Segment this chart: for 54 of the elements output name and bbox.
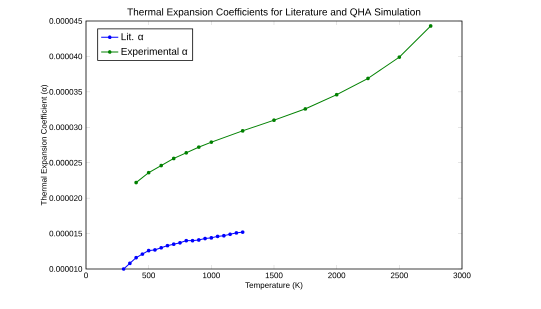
point — [240, 230, 244, 234]
x-tick-label: 1500 — [266, 272, 283, 278]
x-tick-label: 1000 — [203, 272, 220, 278]
y-tick-label: 0.000025 — [49, 160, 82, 166]
point — [184, 238, 188, 242]
y-tick-label: 0.000045 — [49, 18, 82, 24]
point — [172, 156, 176, 160]
x-tick-label: 2500 — [390, 272, 408, 278]
point — [210, 236, 214, 240]
y-tick-label: 0.000010 — [49, 266, 82, 272]
point — [146, 248, 150, 252]
point — [272, 118, 276, 122]
legend-label: Experimental α — [122, 48, 188, 57]
point — [153, 248, 157, 252]
point — [197, 238, 201, 242]
point — [334, 92, 338, 96]
point — [146, 170, 150, 174]
point — [134, 256, 138, 260]
point — [398, 55, 402, 59]
point — [172, 242, 176, 246]
point — [366, 76, 370, 80]
point — [304, 107, 308, 111]
x-tick-label: 3000 — [453, 272, 471, 278]
point — [159, 164, 164, 168]
point — [216, 234, 220, 238]
point — [190, 238, 194, 242]
point — [134, 180, 138, 184]
point — [140, 252, 144, 256]
point — [240, 129, 244, 133]
y-tick-label: 0.000030 — [49, 124, 82, 130]
y-axis-title: Thermal Expansion Coefficient (α) — [40, 85, 48, 206]
y-tick-label: 0.000015 — [49, 230, 82, 236]
point — [203, 236, 207, 240]
point — [128, 262, 132, 266]
chart-title: Thermal Expansion Coefficients for Literature and QHA Simulation — [127, 8, 420, 18]
point — [210, 140, 214, 144]
point — [184, 150, 188, 155]
y-tick-label: 0.000020 — [49, 195, 82, 201]
y-tick-label: 0.000035 — [49, 89, 82, 95]
x-axis-title: Temperature (K) — [245, 282, 302, 290]
x-tick-label: 2000 — [328, 272, 346, 278]
point — [222, 234, 226, 238]
legend-label: Lit. α — [122, 32, 144, 40]
point — [166, 244, 170, 248]
point — [228, 232, 232, 236]
point — [428, 24, 432, 28]
point — [234, 231, 238, 235]
y-tick-label: 0.000040 — [49, 54, 82, 60]
x-tick-label: 500 — [142, 272, 156, 278]
point — [159, 246, 164, 250]
point — [197, 145, 201, 149]
point — [122, 267, 126, 271]
x-tick-label: 0 — [84, 272, 88, 278]
point — [178, 240, 182, 245]
